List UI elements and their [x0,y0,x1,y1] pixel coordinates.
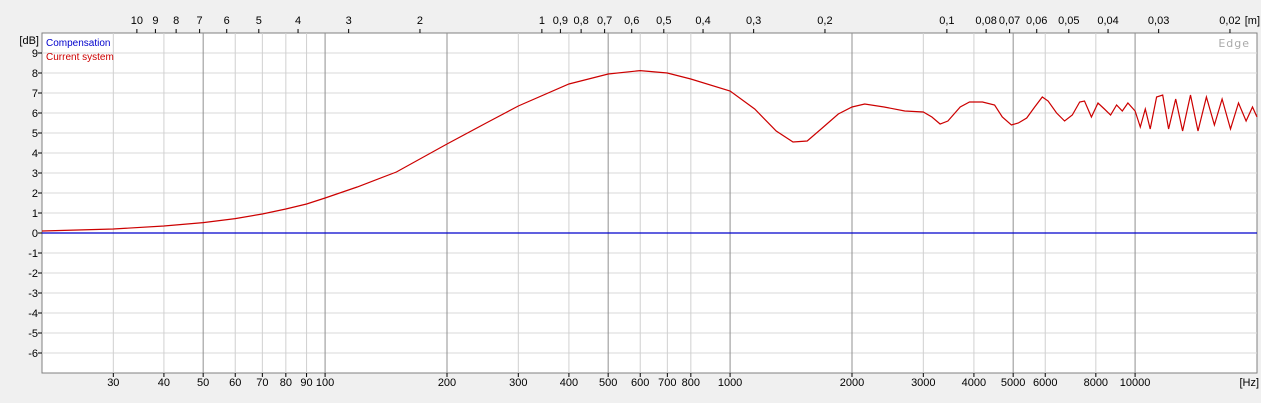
x-tick-label: 1000 [718,377,742,389]
y-tick-label: 5 [32,128,38,140]
x-tick-label: 700 [658,377,676,389]
legend-current-system: Current system [46,52,114,63]
top-tick-label: 4 [295,15,301,27]
x-tick-label: 6000 [1033,377,1057,389]
top-tick-label: 3 [346,15,352,27]
top-tick-label: 0,8 [573,15,588,27]
top-tick-label: 0,3 [746,15,761,27]
y-tick-label: 2 [32,188,38,200]
top-tick-label: 0,02 [1219,15,1240,27]
x-tick-label: 800 [682,377,700,389]
top-tick-label: 10 [131,15,143,27]
x-tick-label: 90 [300,377,312,389]
top-axis-unit: [m] [1245,15,1260,27]
y-tick-label: -4 [28,308,38,320]
x-tick-label: 3000 [911,377,935,389]
y-tick-label: 6 [32,108,38,120]
top-tick-label: 0,08 [975,15,996,27]
series-lines [41,69,1258,234]
x-tick-label: 500 [599,377,617,389]
top-tick-label: 0,9 [553,15,568,27]
y-tick-label: 9 [32,48,38,60]
top-tick-label: 0,04 [1097,15,1118,27]
x-tick-label: 300 [509,377,527,389]
grid-lines [42,33,1257,373]
y-tick-label: -3 [28,288,38,300]
x-axis-unit: [Hz] [1239,377,1259,389]
top-tick-label: 0,7 [597,15,612,27]
x-tick-label: 60 [229,377,241,389]
x-tick-label: 100 [316,377,334,389]
legend-compensation: Compensation [46,38,110,49]
plot-area [41,32,1258,374]
y-axis-db: 9 8 7 6 5 4 3 2 1 0 -1 -2 -3 -4 -5 -6 [28,48,42,360]
top-tick-label: 0,2 [817,15,832,27]
x-tick-label: 2000 [840,377,864,389]
y-tick-label: 4 [32,148,38,160]
series-line-current-system [41,69,1258,232]
x-tick-label: 30 [107,377,119,389]
top-tick-label: 0,5 [656,15,671,27]
top-tick-label: 6 [224,15,230,27]
top-tick-label: 0,06 [1026,15,1047,27]
top-tick-label: 8 [173,15,179,27]
top-tick-label: 0,4 [695,15,710,27]
y-tick-label: 3 [32,168,38,180]
y-tick-label: -1 [28,248,38,260]
watermark: Edge [1218,37,1250,50]
x-tick-label: 5000 [1001,377,1025,389]
top-tick-label: 0,1 [939,15,954,27]
x-tick-label: 600 [631,377,649,389]
top-tick-label: 5 [256,15,262,27]
x-tick-label: 8000 [1084,377,1108,389]
top-tick-label: 0,07 [999,15,1020,27]
top-tick-label: 0,03 [1148,15,1169,27]
y-tick-label: 7 [32,88,38,100]
x-tick-label: 80 [280,377,292,389]
x-tick-label: 4000 [962,377,986,389]
top-axis-wavelength: 10 9 8 7 6 5 4 3 2 1 0,9 0,8 0,7 0,6 0,5 0,4 0,3 0,2 0,1 0,… [131,15,1241,33]
y-tick-label: 0 [32,228,38,240]
x-tick-label: 50 [197,377,209,389]
x-tick-label: 200 [438,377,456,389]
x-tick-label: 40 [158,377,170,389]
y-tick-label: -2 [28,268,38,280]
top-tick-label: 1 [539,15,545,27]
x-tick-label: 400 [560,377,578,389]
top-tick-label: 2 [417,15,423,27]
y-axis-unit: [dB] [19,35,39,47]
y-tick-label: 1 [32,208,38,220]
y-tick-label: 8 [32,68,38,80]
top-tick-label: 7 [197,15,203,27]
top-tick-label: 9 [152,15,158,27]
top-tick-label: 0,05 [1058,15,1079,27]
y-tick-label: -6 [28,348,38,360]
x-tick-label: 10000 [1120,377,1151,389]
x-axis-frequency: 30 40 50 60 70 80 90 100 200 300 400 500 600 700 800 10… [107,373,1150,389]
y-tick-label: -5 [28,328,38,340]
x-tick-label: 70 [256,377,268,389]
top-tick-label: 0,6 [624,15,639,27]
